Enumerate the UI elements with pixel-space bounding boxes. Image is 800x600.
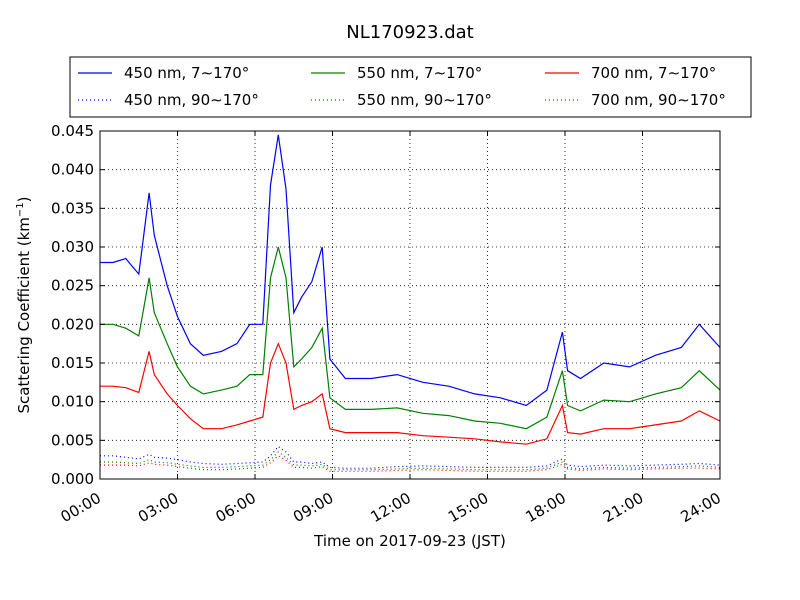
legend-label-3: 550 nm, 7∼170° <box>357 64 482 82</box>
ticks <box>99 130 721 480</box>
y-axis-label-exponent: −1 <box>15 202 26 217</box>
y-tick-labels: 0.000 0.005 0.010 0.015 0.020 0.025 0.030 0.035… <box>51 122 94 488</box>
y-tick-label: 0.030 <box>51 238 94 256</box>
x-tick-label: 03:00 <box>135 489 181 526</box>
legend-label-4: 550 nm, 90∼170° <box>357 91 492 109</box>
y-tick-label: 0.015 <box>51 354 94 372</box>
legend-label-2: 450 nm, 90∼170° <box>124 91 259 109</box>
legend-label-6: 700 nm, 90∼170° <box>591 91 726 109</box>
y-tick-label: 0.000 <box>51 470 94 488</box>
y-tick-label: 0.040 <box>51 161 94 179</box>
x-tick-label: 18:00 <box>523 489 569 526</box>
series-line-1 <box>100 134 721 407</box>
x-tick-label: 09:00 <box>290 489 336 526</box>
series-line-4 <box>100 451 721 471</box>
y-axis-label: Scattering Coefficient (km−1) <box>15 196 33 413</box>
legend-label-5: 700 nm, 7∼170° <box>591 64 716 82</box>
legend-box <box>69 56 752 118</box>
x-tick-label: 12:00 <box>368 489 414 526</box>
y-tick-label: 0.035 <box>51 199 94 217</box>
x-tick-label: 21:00 <box>600 489 646 526</box>
x-tick-labels: 00:00 03:00 06:00 09:00 12:00 15:00 18:00 21:00… <box>58 489 724 526</box>
y-tick-label: 0.025 <box>51 277 94 295</box>
series-line-3 <box>100 246 721 430</box>
legend: 450 nm, 7∼170° 550 nm, 7∼170° 700 nm, 7∼17… <box>69 56 752 118</box>
y-tick-label: 0.010 <box>51 393 94 411</box>
legend-label-1: 450 nm, 7∼170° <box>124 64 249 82</box>
series-line-5 <box>100 342 721 445</box>
grid <box>100 131 720 479</box>
x-tick-label: 24:00 <box>678 489 724 526</box>
series-group <box>100 134 721 472</box>
x-axis-label: Time on 2017-09-23 (JST) <box>313 532 506 550</box>
x-tick-label: 06:00 <box>213 489 259 526</box>
series-line-2 <box>100 445 721 469</box>
y-axis-label-close: ) <box>15 196 33 202</box>
y-tick-label: 0.005 <box>51 431 94 449</box>
x-tick-label: 15:00 <box>445 489 491 526</box>
y-axis-label-text: Scattering Coefficient (km <box>15 217 33 413</box>
x-tick-label: 00:00 <box>58 489 104 526</box>
chart-title: NL170923.dat <box>346 22 473 43</box>
y-tick-label: 0.045 <box>51 122 94 140</box>
y-tick-label: 0.020 <box>51 315 94 333</box>
